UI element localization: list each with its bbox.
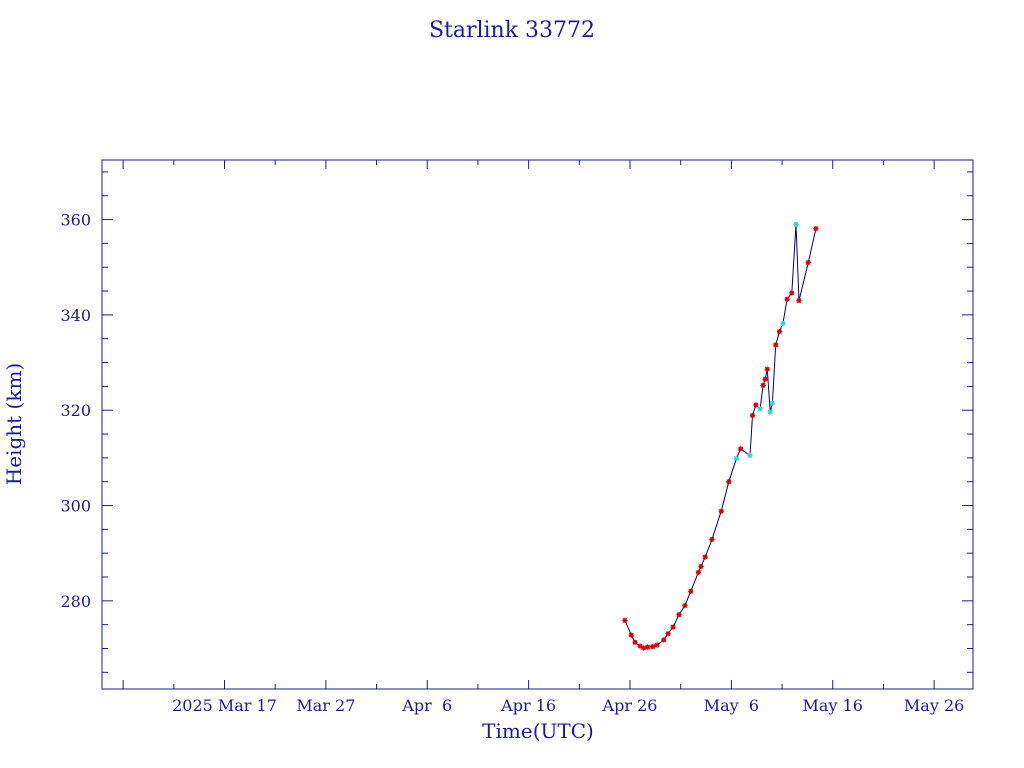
y-axis-tick-labels: 280 300 320 340 360 xyxy=(60,211,91,611)
data-point xyxy=(753,402,759,408)
x-tick-label: May 26 xyxy=(904,696,964,715)
data-point xyxy=(805,259,811,266)
x-tick-label: Mar 27 xyxy=(296,696,355,715)
data-point xyxy=(776,328,783,335)
data-point xyxy=(709,536,715,542)
data-point xyxy=(726,479,732,485)
y-tick-label: 300 xyxy=(60,497,91,516)
data-point xyxy=(676,612,682,618)
data-point xyxy=(654,642,660,648)
data-point xyxy=(622,617,628,623)
chart-title: Starlink 33772 xyxy=(429,18,595,43)
data-point xyxy=(764,366,770,372)
data-point xyxy=(670,624,676,630)
data-point xyxy=(702,554,708,560)
data-point xyxy=(773,342,779,348)
data-point xyxy=(650,643,656,650)
height-series-markers xyxy=(622,221,819,651)
data-point xyxy=(718,508,724,514)
data-point xyxy=(789,290,795,296)
data-point xyxy=(628,632,634,638)
data-point xyxy=(688,588,694,594)
y-tick-label: 280 xyxy=(60,592,91,611)
y-axis-label: Height (km) xyxy=(2,363,26,485)
data-point xyxy=(780,320,786,327)
data-point xyxy=(767,409,773,415)
x-tick-label: Apr 6 xyxy=(401,696,452,715)
x-tick-label: 2025 Mar 17 xyxy=(172,696,277,715)
x-axis-label: Time(UTC) xyxy=(482,719,594,743)
x-axis-ticks xyxy=(122,160,935,689)
data-point xyxy=(784,296,790,302)
x-tick-label: Apr 26 xyxy=(602,696,658,715)
data-point xyxy=(682,602,688,609)
x-tick-label: May 16 xyxy=(803,696,863,715)
height-series-line xyxy=(624,224,817,649)
data-point xyxy=(698,563,704,570)
y-axis-ticks xyxy=(102,171,973,673)
data-point xyxy=(661,637,667,643)
data-point xyxy=(760,382,766,389)
data-point xyxy=(769,400,775,406)
data-point xyxy=(793,221,799,227)
data-point xyxy=(632,639,638,645)
data-point xyxy=(813,226,819,232)
y-tick-label: 340 xyxy=(60,306,91,325)
data-point xyxy=(757,406,763,412)
data-point xyxy=(762,376,768,382)
data-point xyxy=(738,446,744,452)
x-tick-label: May 6 xyxy=(704,696,759,715)
data-point xyxy=(747,452,753,459)
data-point xyxy=(640,645,647,651)
x-tick-label: Apr 16 xyxy=(500,696,556,715)
data-point xyxy=(733,455,740,461)
y-tick-label: 360 xyxy=(60,211,91,230)
data-point xyxy=(796,297,802,304)
data-point xyxy=(749,412,756,419)
y-tick-label: 320 xyxy=(60,401,91,420)
plot-frame xyxy=(101,159,974,690)
x-axis-tick-labels: 2025 Mar 17 Mar 27 Apr 6 Apr 16 Apr 26 May 6 M… xyxy=(172,696,964,715)
data-point xyxy=(665,631,671,637)
data-point xyxy=(695,569,702,575)
data-point xyxy=(645,644,651,650)
